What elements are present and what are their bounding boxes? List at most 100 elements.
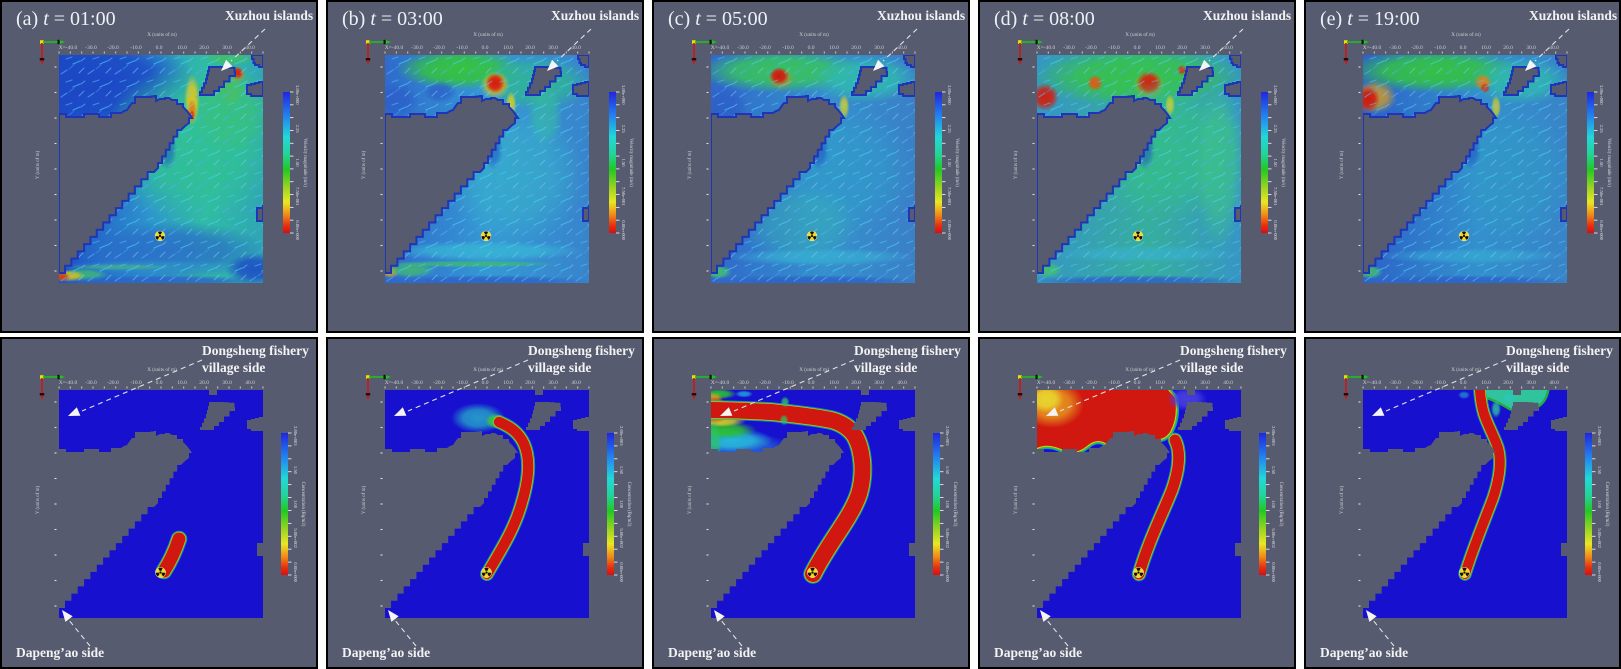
svg-text:-10.0: -10.0 [1434, 45, 1446, 51]
svg-text:Concentration (Bq/m3): Concentration (Bq/m3) [1604, 482, 1609, 527]
svg-text:20.0: 20.0 [1177, 45, 1187, 51]
svg-text:40.0: 40.0 [1223, 45, 1233, 51]
svg-text:-20.0: -20.0 [433, 380, 445, 386]
svg-text:1.50: 1.50 [293, 466, 298, 475]
svg-text:2.00e+003: 2.00e+003 [1271, 426, 1276, 446]
svg-text:40.0: 40.0 [897, 380, 907, 386]
svg-text:2.25: 2.25 [1599, 125, 1604, 134]
svg-text:Concentration (Bq/m3): Concentration (Bq/m3) [300, 482, 305, 527]
svg-text:X=-40.0: X=-40.0 [385, 45, 404, 51]
svg-text:X=-40.0: X=-40.0 [1363, 45, 1382, 51]
svg-text:30.0: 30.0 [222, 45, 232, 51]
svg-text:Concentration (Bq/m3): Concentration (Bq/m3) [952, 482, 957, 527]
svg-text:X (units of m): X (units of m) [147, 366, 177, 373]
svg-text:1.00: 1.00 [945, 500, 950, 509]
svg-text:X (units of m): X (units of m) [799, 31, 829, 38]
svg-text:3.00e+000: 3.00e+000 [295, 85, 300, 105]
svg-text:X=-40.0: X=-40.0 [1037, 380, 1056, 386]
svg-text:0.0: 0.0 [1134, 380, 1141, 386]
svg-text:5.00e+002: 5.00e+002 [1597, 528, 1602, 548]
svg-text:Y (units of m): Y (units of m) [362, 486, 367, 515]
svg-text:0.00e+000: 0.00e+000 [1599, 220, 1604, 240]
svg-text:3.00e+000: 3.00e+000 [1273, 85, 1278, 105]
svg-text:-30.0: -30.0 [411, 45, 423, 51]
svg-text:X (units of m): X (units of m) [473, 366, 503, 373]
svg-text:Y (units of m): Y (units of m) [36, 151, 41, 180]
svg-text:1.00: 1.00 [1271, 500, 1276, 509]
svg-text:1.50: 1.50 [621, 158, 626, 167]
svg-text:-20.0: -20.0 [1085, 45, 1097, 51]
svg-text:-30.0: -30.0 [85, 45, 97, 51]
svg-text:-10.0: -10.0 [456, 45, 468, 51]
svg-text:0.00e+000: 0.00e+000 [293, 562, 298, 582]
svg-text:X=-40.0: X=-40.0 [59, 45, 78, 51]
svg-text:20.0: 20.0 [1503, 380, 1513, 386]
svg-text:10.0: 10.0 [503, 380, 513, 386]
svg-text:Concentration (Bq/m3): Concentration (Bq/m3) [1278, 482, 1283, 527]
svg-text:-10.0: -10.0 [1108, 45, 1120, 51]
svg-text:X (units of m): X (units of m) [799, 366, 829, 373]
svg-text:40.0: 40.0 [1223, 380, 1233, 386]
svg-text:-20.0: -20.0 [759, 380, 771, 386]
svg-text:Y (units of m): Y (units of m) [688, 486, 693, 515]
svg-text:1.00: 1.00 [293, 500, 298, 509]
svg-text:-10.0: -10.0 [782, 380, 794, 386]
svg-text:X=-40.0: X=-40.0 [1037, 45, 1056, 51]
svg-text:40.0: 40.0 [897, 45, 907, 51]
svg-text:0.0: 0.0 [156, 380, 163, 386]
svg-text:Y (units of m): Y (units of m) [1340, 486, 1345, 515]
svg-text:-30.0: -30.0 [1063, 45, 1075, 51]
svg-text:-10.0: -10.0 [782, 45, 794, 51]
svg-text:-10.0: -10.0 [456, 380, 468, 386]
svg-text:Y (units of m): Y (units of m) [1014, 486, 1019, 515]
svg-text:2.25: 2.25 [1273, 125, 1278, 134]
svg-text:7.50e-001: 7.50e-001 [621, 187, 626, 206]
svg-text:1.50: 1.50 [1273, 158, 1278, 167]
svg-text:Velocity magnitude (m/s): Velocity magnitude (m/s) [954, 138, 959, 187]
svg-text:Y (units of m): Y (units of m) [362, 151, 367, 180]
svg-text:-30.0: -30.0 [85, 380, 97, 386]
svg-text:0.0: 0.0 [156, 45, 163, 51]
svg-text:X (units of m): X (units of m) [1451, 366, 1481, 373]
svg-text:40.0: 40.0 [245, 45, 255, 51]
svg-text:1.00: 1.00 [1597, 500, 1602, 509]
svg-text:2.00e+003: 2.00e+003 [293, 426, 298, 446]
svg-text:0.0: 0.0 [808, 380, 815, 386]
svg-text:0.0: 0.0 [482, 45, 489, 51]
svg-text:1.50: 1.50 [1271, 466, 1276, 475]
svg-text:0.00e+000: 0.00e+000 [619, 562, 624, 582]
svg-text:1.50: 1.50 [945, 466, 950, 475]
svg-text:X (units of m): X (units of m) [1125, 366, 1155, 373]
svg-text:-10.0: -10.0 [1434, 380, 1446, 386]
svg-text:20.0: 20.0 [851, 380, 861, 386]
svg-text:0.00e+000: 0.00e+000 [945, 562, 950, 582]
svg-text:0.0: 0.0 [808, 45, 815, 51]
svg-text:X (units of m): X (units of m) [1451, 31, 1481, 38]
svg-text:30.0: 30.0 [1200, 45, 1210, 51]
svg-text:X=-40.0: X=-40.0 [385, 380, 404, 386]
svg-text:Velocity magnitude (m/s): Velocity magnitude (m/s) [1606, 138, 1611, 187]
svg-text:-10.0: -10.0 [130, 380, 142, 386]
svg-text:10.0: 10.0 [1481, 45, 1491, 51]
svg-text:30.0: 30.0 [1526, 45, 1536, 51]
svg-text:1.50: 1.50 [1599, 158, 1604, 167]
svg-text:40.0: 40.0 [1549, 45, 1559, 51]
svg-text:20.0: 20.0 [851, 45, 861, 51]
svg-text:Y (units of m): Y (units of m) [688, 151, 693, 180]
svg-text:-30.0: -30.0 [411, 380, 423, 386]
svg-text:40.0: 40.0 [245, 380, 255, 386]
svg-text:10.0: 10.0 [503, 45, 513, 51]
svg-text:-30.0: -30.0 [737, 45, 749, 51]
svg-text:Velocity magnitude (m/s): Velocity magnitude (m/s) [302, 138, 307, 187]
svg-text:10.0: 10.0 [177, 45, 187, 51]
svg-text:30.0: 30.0 [1200, 380, 1210, 386]
svg-text:40.0: 40.0 [571, 380, 581, 386]
svg-text:-30.0: -30.0 [1389, 380, 1401, 386]
svg-text:-20.0: -20.0 [433, 45, 445, 51]
svg-text:7.50e-001: 7.50e-001 [947, 187, 952, 206]
svg-text:2.25: 2.25 [295, 125, 300, 134]
svg-text:3.00e+000: 3.00e+000 [1599, 85, 1604, 105]
svg-text:40.0: 40.0 [571, 45, 581, 51]
svg-text:5.00e+002: 5.00e+002 [293, 528, 298, 548]
svg-text:3.00e+000: 3.00e+000 [621, 85, 626, 105]
